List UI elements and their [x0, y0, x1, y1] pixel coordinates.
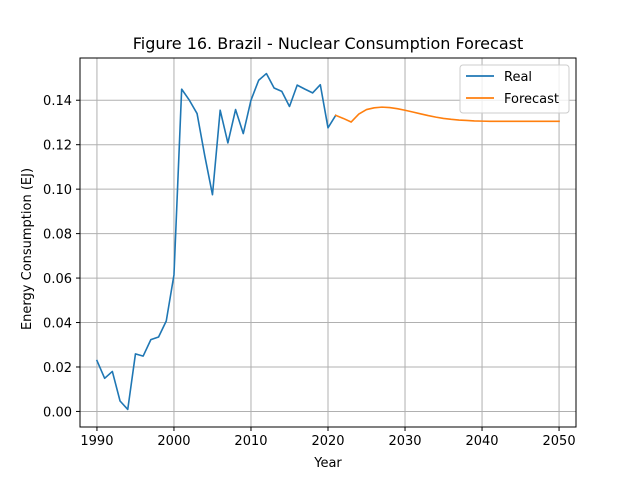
y-tick-label: 0.10: [43, 183, 72, 198]
y-tick-label: 0.08: [43, 228, 72, 243]
y-tick-label: 0.06: [43, 272, 72, 287]
legend-label: Forecast: [504, 92, 559, 107]
x-tick-label: 2050: [543, 434, 576, 449]
x-tick-label: 2030: [388, 434, 421, 449]
legend-label: Real: [504, 70, 532, 85]
x-axis-title: Year: [313, 456, 342, 471]
y-tick-label: 0.14: [43, 94, 72, 109]
ticks: 1990 2000 2010 2020 2030 2040 2050 0.00 0.02 0.04…: [43, 94, 576, 449]
x-tick-label: 2000: [157, 434, 190, 449]
legend-box: [459, 64, 570, 114]
chart-title: Figure 16. Brazil - Nuclear Consumption …: [133, 34, 523, 53]
series-line-real: [95, 72, 337, 411]
legend: Real Forecast: [459, 64, 570, 114]
series-layer: [95, 72, 560, 411]
y-tick-label: 0.04: [43, 317, 72, 332]
y-tick-label: 0.12: [43, 139, 72, 154]
series-line-forecast: [334, 106, 560, 123]
x-tick-label: 1990: [80, 434, 113, 449]
y-tick-label: 0.00: [43, 405, 72, 420]
x-tick-label: 2010: [234, 434, 267, 449]
y-axis-title: Energy Consumption (EJ): [20, 168, 35, 330]
x-tick-label: 2020: [311, 434, 344, 449]
grid: [80, 58, 576, 427]
x-tick-label: 2040: [465, 434, 498, 449]
y-tick-label: 0.02: [43, 361, 72, 376]
